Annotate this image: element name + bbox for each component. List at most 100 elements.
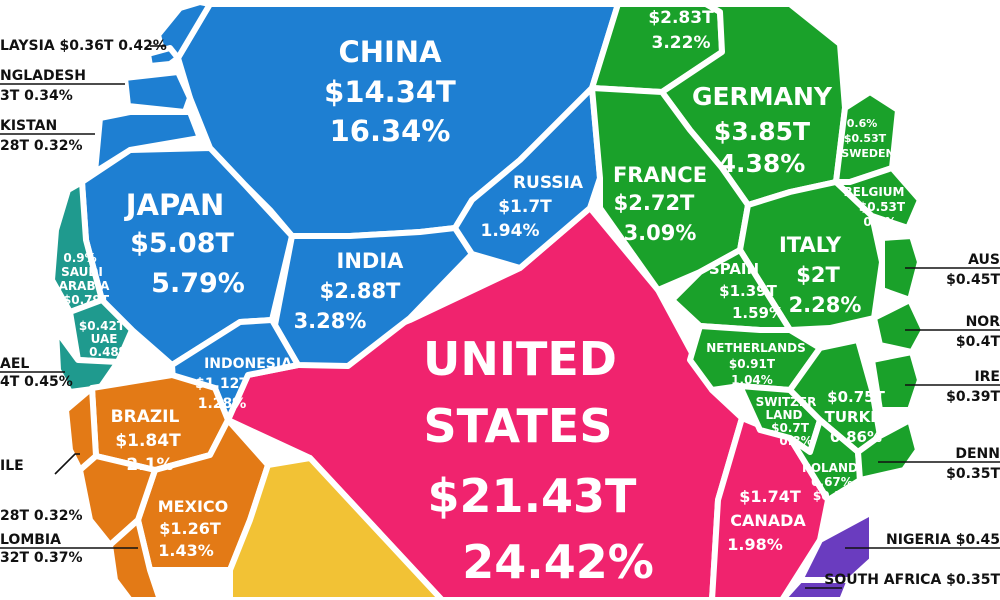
label-switzerland-share: 0.8% [779, 434, 812, 448]
label-indonesia-share: 1.28% [198, 396, 247, 412]
cell-yellow [227, 455, 445, 600]
label-canada-name: CANADA [730, 511, 806, 530]
label-china-name: CHINA [338, 35, 442, 69]
label-turkey-name: TURKEY [825, 408, 893, 426]
label-sweden-share: 0.6% [847, 117, 878, 130]
label-mexico-share: 1.43% [158, 541, 214, 560]
cell-latam-small-3 [107, 517, 163, 600]
cell-asia-small-2 [145, 45, 181, 69]
cell-uae [67, 297, 135, 365]
cell-europe-small-4 [855, 417, 921, 483]
label-japan-name: JAPAN [124, 188, 225, 222]
callout-denmark-1: DENN [955, 446, 1000, 462]
label-france-name: FRANCE [613, 163, 707, 187]
callout-lines [0, 45, 1000, 589]
label-us-share: 24.42% [462, 535, 654, 589]
label-mexico-name: MEXICO [158, 497, 228, 516]
callout-pakistan-1: KISTAN [0, 118, 57, 134]
callout-ireland-1: IRE [974, 369, 1000, 385]
label-uae-share: 0.48% [89, 345, 131, 359]
callout-denmark-2: $0.35T [946, 466, 1000, 482]
callout-israel-2: 4T 0.45% [0, 374, 73, 390]
label-canada-gdp: $1.74T [739, 487, 801, 506]
country-labels: CHINA $14.34T 16.34% JAPAN $5.08T 5.79% INDIA $… [0, 8, 1000, 589]
cell-africa-1 [797, 509, 875, 583]
label-france-share: 3.09% [624, 221, 697, 245]
label-turkey-gdp: $0.75T [827, 388, 885, 406]
label-russia-name: RUSSIA [513, 173, 584, 193]
label-spain-share: 1.59% [732, 304, 784, 322]
callout-bangladesh-2: 3T 0.34% [0, 88, 73, 104]
label-belgium-name: BELGIUM [844, 185, 905, 199]
label-mexico-gdp: $1.26T [159, 519, 221, 538]
label-india-share: 3.28% [294, 309, 367, 333]
label-uae-name: UAE [91, 332, 118, 346]
callout-chile-2: 28T 0.32% [0, 508, 82, 524]
label-belgium-share: 0.6% [863, 215, 896, 229]
label-china-gdp: $14.34T [324, 75, 456, 109]
callout-colombia-1: LOMBIA [0, 532, 61, 548]
label-netherlands-name: NETHERLANDS [706, 341, 806, 355]
label-poland-share: 0.67% [811, 475, 853, 489]
callout-ireland-2: $0.39T [946, 389, 1000, 405]
label-us-gdp: $21.43T [428, 469, 638, 523]
label-indonesia-name: INDONESIA [204, 356, 292, 372]
cell-africa-2 [779, 577, 853, 600]
label-us-line2: STATES [424, 399, 613, 453]
label-saudi-gdp: $0.79T [63, 293, 110, 307]
callout-austria-1: AUS [968, 252, 1000, 268]
label-turkey-share: 0.86% [830, 428, 882, 446]
label-switzerland-gdp: $0.7T [771, 421, 810, 435]
label-germany-share: 4.38% [719, 149, 806, 178]
country-cells [49, 0, 927, 600]
callout-norway-2: $0.4T [956, 334, 1000, 350]
cell-europe-small-1 [879, 233, 923, 303]
cell-belgium [833, 165, 923, 231]
label-italy-gdp: $2T [796, 263, 840, 287]
callout-israel-1: AEL [0, 356, 29, 372]
label-uae-gdp: $0.42T [79, 319, 126, 333]
label-brazil-share: 2.1% [126, 455, 173, 475]
label-saudi-line2: ARABIA [59, 279, 110, 293]
cell-asia-small-4 [92, 109, 203, 175]
callout-austria-2: $0.45T [946, 272, 1000, 288]
callout-pakistan-2: 28T 0.32% [0, 138, 82, 154]
cell-europe-small-3 [869, 349, 923, 413]
label-germany-name: GERMANY [692, 82, 833, 111]
callout-norway-1: NOR [966, 314, 1000, 330]
callout-malaysia: LAYSIA $0.36T 0.42% [0, 38, 167, 54]
callout-south-africa: SOUTH AFRICA $0.35T [824, 572, 1000, 588]
callout-colombia-2: 32T 0.37% [0, 550, 82, 566]
label-brazil-name: BRAZIL [111, 407, 180, 427]
label-sweden-gdp: $0.53T [844, 132, 887, 145]
callout-nigeria: NIGERIA $0.45 [886, 532, 1000, 548]
label-belgium-gdp: $0.53T [859, 200, 906, 214]
label-italy-name: ITALY [779, 233, 842, 257]
label-spain-gdp: $1.39T [719, 282, 777, 300]
label-indonesia-gdp: $1.12T [195, 376, 249, 392]
label-japan-gdp: $5.08T [130, 228, 234, 259]
label-switzerland-line1: SWITZER [756, 395, 817, 409]
label-france-gdp: $2.72T [614, 191, 695, 215]
label-sweden-name: SWEDEN [841, 147, 894, 160]
cell-europe-small-2 [871, 297, 927, 355]
callout-bangladesh-1: NGLADESH [0, 68, 86, 84]
label-india-gdp: $2.88T [320, 279, 401, 303]
cell-asia-small-3 [122, 69, 193, 115]
label-saudi-line1: SAUDI [61, 265, 103, 279]
label-us-line1: UNITED [423, 332, 617, 386]
callout-chile-1: ILE [0, 458, 24, 474]
label-switzerland-line2: LAND [766, 408, 803, 422]
label-netherlands-gdp: $0.91T [729, 357, 776, 371]
label-uk-gdp: $2.83T [648, 8, 714, 28]
label-saudi-share: 0.9% [63, 251, 96, 265]
label-japan-share: 5.79% [151, 268, 245, 299]
label-netherlands-share: 1.04% [731, 373, 773, 387]
label-india-name: INDIA [337, 249, 405, 273]
label-italy-share: 2.28% [789, 293, 862, 317]
label-russia-share: 1.94% [481, 221, 540, 241]
label-china-share: 16.34% [330, 114, 451, 148]
label-poland-name: POLAND [802, 461, 858, 475]
label-canada-share: 1.98% [727, 535, 783, 554]
label-brazil-gdp: $1.84T [115, 431, 181, 451]
